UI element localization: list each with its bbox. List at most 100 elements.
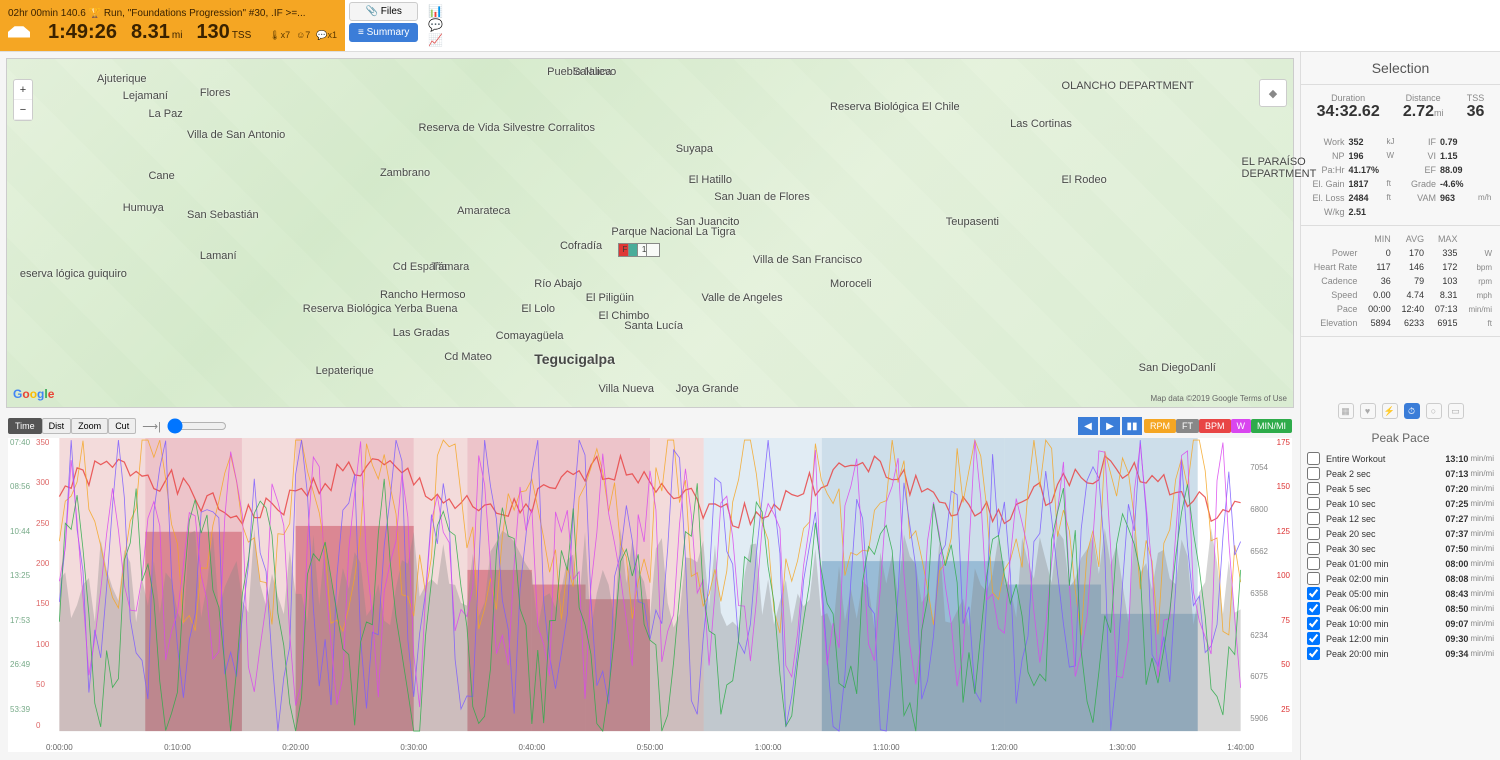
peak-row[interactable]: Peak 06:00 min08:50min/mi — [1301, 601, 1500, 616]
map-layers-button[interactable]: ◆ — [1259, 79, 1287, 107]
map-city-label: Las Cortinas — [1010, 118, 1072, 130]
peak-checkbox[interactable] — [1307, 512, 1320, 525]
map[interactable]: + − ◆ Google Map data ©2019 Google Terms… — [6, 58, 1294, 408]
comment-icon[interactable]: 💬 — [428, 18, 443, 32]
map-city-label: Cofradía — [560, 240, 602, 252]
peak-row[interactable]: Peak 12 sec07:27min/mi — [1301, 511, 1500, 526]
peak-row[interactable]: Entire Workout13:10min/mi — [1301, 451, 1500, 466]
map-city-label: San Diego — [1139, 362, 1190, 374]
chart-mode-cut[interactable]: Cut — [108, 418, 136, 434]
peak-checkbox[interactable] — [1307, 452, 1320, 465]
peak-row[interactable]: Peak 05:00 min08:43min/mi — [1301, 586, 1500, 601]
map-city-label: Cd España — [393, 261, 447, 273]
map-city-label: Santa Lucía — [624, 320, 683, 332]
chart-channel-rpm[interactable]: RPM — [1144, 419, 1176, 433]
chart-mode-zoom[interactable]: Zoom — [71, 418, 108, 434]
peak-row[interactable]: Peak 10:00 min09:07min/mi — [1301, 616, 1500, 631]
peak-tab-calendar[interactable]: ▦ — [1338, 403, 1354, 419]
map-marker[interactable]: F — [618, 243, 632, 257]
stats-row: Cadence3679103rpm — [1305, 274, 1496, 288]
peak-checkbox[interactable] — [1307, 572, 1320, 585]
map-city-label: Teupasenti — [946, 216, 999, 228]
peak-row[interactable]: Peak 20 sec07:37min/mi — [1301, 526, 1500, 541]
map-city-label: Suyapa — [676, 143, 713, 155]
chart-mode-dist[interactable]: Dist — [42, 418, 72, 434]
peak-row[interactable]: Peak 02:00 min08:08min/mi — [1301, 571, 1500, 586]
chart-toolbar: TimeDistZoomCut ⟶| ◀ ▶ ▮▮ RPMFTBPMWMIN/M… — [0, 414, 1300, 438]
peak-checkbox[interactable] — [1307, 587, 1320, 600]
chart-channel-minmi[interactable]: MIN/MI — [1251, 419, 1292, 433]
header-badges: 🌡x7☺7💬x1 — [269, 30, 337, 41]
map-city-label: Danlí — [1190, 362, 1216, 374]
stats-row: Power0170335W — [1305, 246, 1496, 260]
map-city-label: Villa de San Francisco — [753, 254, 862, 266]
chart-bars-button[interactable]: ▮▮ — [1122, 417, 1142, 435]
peak-checkbox[interactable] — [1307, 647, 1320, 660]
chart-mode-time[interactable]: Time — [8, 418, 42, 434]
chart-channel-ft[interactable]: FT — [1176, 419, 1199, 433]
map-marker[interactable]: 1 — [637, 243, 651, 257]
map-city-label: Zambrano — [380, 167, 430, 179]
peak-row[interactable]: Peak 5 sec07:20min/mi — [1301, 481, 1500, 496]
peak-tab-cadence[interactable]: ○ — [1426, 403, 1442, 419]
map-city-label: Flores — [200, 87, 231, 99]
map-city-label: Joya Grande — [676, 383, 739, 395]
stats-row: Pace00:0012:4007:13min/mi — [1305, 302, 1496, 316]
workout-title: 02hr 00min 140.6 🏆 Run, "Foundations Pro… — [8, 8, 337, 19]
peak-checkbox[interactable] — [1307, 482, 1320, 495]
stats-row: Speed0.004.748.31mph — [1305, 288, 1496, 302]
map-city-label: Humuya — [123, 202, 164, 214]
map-marker[interactable] — [628, 243, 642, 257]
crop-icon[interactable]: ⟶| — [142, 420, 161, 433]
chart-next-button[interactable]: ▶ — [1100, 417, 1120, 435]
peak-checkbox[interactable] — [1307, 542, 1320, 555]
chart-channel-w[interactable]: W — [1231, 419, 1252, 433]
chart-icon[interactable]: 📊 — [428, 4, 443, 18]
files-button[interactable]: 📎 Files — [349, 2, 418, 21]
workout-chart[interactable]: 07:4008:5610:4413:2517:5326:4953:3935030… — [8, 438, 1292, 752]
peak-checkbox[interactable] — [1307, 467, 1320, 480]
kv-row: IF0.79 — [1401, 135, 1493, 149]
peak-metric-tabs: ▦ ♥ ⚡ ⏱ ○ ▭ — [1301, 397, 1500, 425]
kv-row: VAM963m/h — [1401, 191, 1493, 205]
kv-row: EF88.09 — [1401, 163, 1493, 177]
peak-tab-hr[interactable]: ♥ — [1360, 403, 1376, 419]
map-marker[interactable] — [646, 243, 660, 257]
peak-row[interactable]: Peak 2 sec07:13min/mi — [1301, 466, 1500, 481]
map-city-label: La Paz — [148, 108, 182, 120]
peak-list: Entire Workout13:10min/miPeak 2 sec07:13… — [1301, 451, 1500, 661]
peak-tab-power[interactable]: ⚡ — [1382, 403, 1398, 419]
peak-row[interactable]: Peak 01:00 min08:00min/mi — [1301, 556, 1500, 571]
zoom-in-button[interactable]: + — [14, 80, 32, 100]
chart-prev-button[interactable]: ◀ — [1078, 417, 1098, 435]
map-city-label: El Lolo — [521, 303, 555, 315]
peak-row[interactable]: Peak 12:00 min09:30min/mi — [1301, 631, 1500, 646]
map-city-label: OLANCHO DEPARTMENT — [1062, 80, 1194, 92]
peak-checkbox[interactable] — [1307, 602, 1320, 615]
peak-row[interactable]: Peak 20:00 min09:34min/mi — [1301, 646, 1500, 661]
map-city-label: Las Gradas — [393, 327, 450, 339]
peak-checkbox[interactable] — [1307, 557, 1320, 570]
map-city-label: Cd Mateo — [444, 351, 492, 363]
header-badge: 💬x1 — [316, 30, 337, 41]
zoom-out-button[interactable]: − — [14, 100, 32, 120]
chart-channel-bpm[interactable]: BPM — [1199, 419, 1231, 433]
header-badge: ☺7 — [296, 30, 310, 41]
peak-checkbox[interactable] — [1307, 527, 1320, 540]
trend-icon[interactable]: 📈 — [428, 33, 443, 47]
map-city-label: Tegucigalpa — [534, 351, 615, 367]
peak-tab-pace[interactable]: ⏱ — [1404, 403, 1420, 419]
map-city-label: EL PARAÍSO DEPARTMENT — [1242, 156, 1317, 180]
zoom-slider[interactable] — [167, 418, 227, 434]
summary-button[interactable]: ≡ Summary — [349, 23, 418, 42]
peak-checkbox[interactable] — [1307, 497, 1320, 510]
peak-checkbox[interactable] — [1307, 632, 1320, 645]
peak-row[interactable]: Peak 30 sec07:50min/mi — [1301, 541, 1500, 556]
map-city-label: Comayagüela — [496, 330, 564, 342]
workout-header: 02hr 00min 140.6 🏆 Run, "Foundations Pro… — [0, 0, 345, 51]
peak-tab-other[interactable]: ▭ — [1448, 403, 1464, 419]
map-zoom: + − — [13, 79, 33, 121]
peak-row[interactable]: Peak 10 sec07:25min/mi — [1301, 496, 1500, 511]
peak-checkbox[interactable] — [1307, 617, 1320, 630]
map-city-label: San Juancito — [676, 216, 740, 228]
